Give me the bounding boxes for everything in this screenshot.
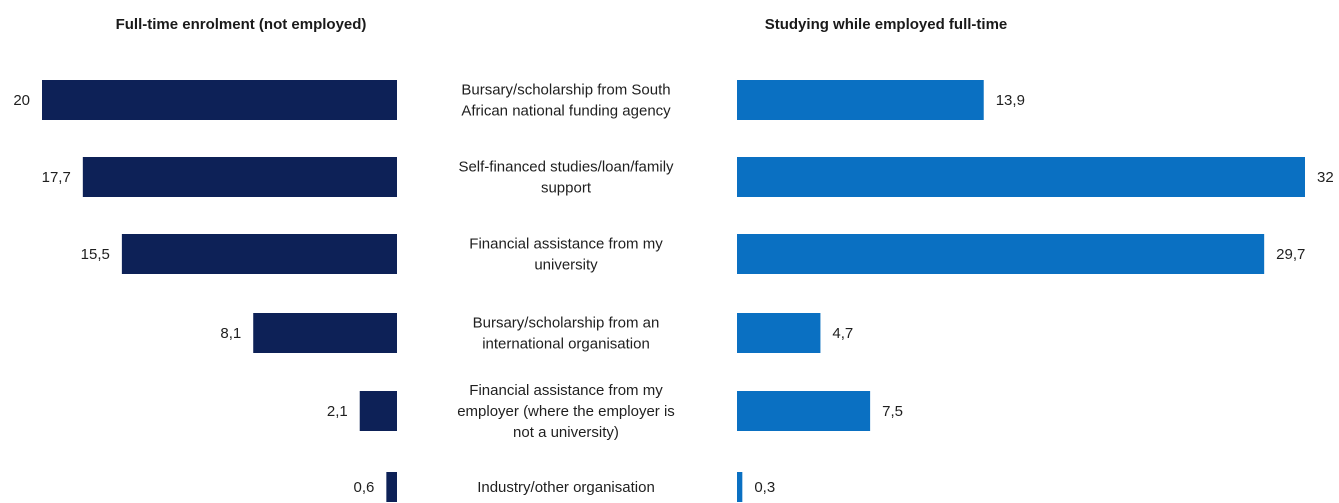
left-value-labels-group: 20 17,7 15,5 8,1 2,1 0,6	[13, 92, 374, 496]
category-label-line: Bursary/scholarship from South	[461, 82, 670, 99]
category-label-line: international organisation	[482, 336, 650, 353]
right-value-label: 29,7	[1276, 246, 1305, 263]
right-value-label: 32	[1317, 169, 1334, 186]
left-bar	[359, 391, 397, 431]
right-value-label: 4,7	[832, 325, 853, 342]
category-labels-group: Bursary/scholarship from South African na…	[457, 82, 675, 497]
left-value-label: 8,1	[220, 325, 241, 342]
category-label-line: Bursary/scholarship from an	[473, 315, 660, 332]
category-label: Self-financed studies/loan/family support	[458, 159, 674, 197]
left-value-label: 20	[13, 92, 30, 109]
right-bar	[737, 472, 743, 502]
category-label-line: Financial assistance from my	[469, 382, 663, 399]
right-value-label: 7,5	[882, 403, 903, 420]
right-bar	[737, 234, 1265, 274]
left-bar	[82, 157, 397, 197]
category-label: Financial assistance from my employer (wh…	[457, 382, 675, 441]
right-value-label: 0,3	[754, 479, 775, 496]
left-bar	[42, 80, 397, 120]
left-panel-title: Full-time enrolment (not employed)	[116, 16, 367, 33]
right-value-labels-group: 13,9 32 29,7 4,7 7,5 0,3	[754, 92, 1333, 496]
left-bars-group	[42, 80, 397, 502]
left-value-label: 2,1	[327, 403, 348, 420]
right-bar	[737, 80, 984, 120]
category-label-line: Industry/other organisation	[477, 479, 655, 496]
category-label-line: African national funding agency	[461, 103, 671, 120]
category-label-line: support	[541, 180, 592, 197]
category-label-line: Self-financed studies/loan/family	[458, 159, 674, 176]
right-bar	[737, 391, 871, 431]
category-label-line: university	[534, 257, 598, 274]
right-bar	[737, 157, 1305, 197]
category-label: Financial assistance from my university	[469, 236, 663, 274]
left-value-label: 15,5	[81, 246, 110, 263]
category-label-line: Financial assistance from my	[469, 236, 663, 253]
left-value-label: 17,7	[42, 169, 71, 186]
left-value-label: 0,6	[353, 479, 374, 496]
left-bar	[386, 472, 397, 502]
right-value-label: 13,9	[996, 92, 1025, 109]
left-bar	[253, 313, 397, 353]
right-bars-group	[737, 80, 1305, 502]
category-label-line: employer (where the employer is	[457, 403, 675, 420]
right-panel-title: Studying while employed full-time	[765, 16, 1008, 33]
category-label-line: not a university)	[513, 424, 619, 441]
category-label: Bursary/scholarship from South African na…	[461, 82, 671, 120]
category-label: Industry/other organisation	[477, 479, 655, 496]
category-label: Bursary/scholarship from an international…	[473, 315, 660, 353]
left-bar	[121, 234, 397, 274]
right-bar	[737, 313, 821, 353]
